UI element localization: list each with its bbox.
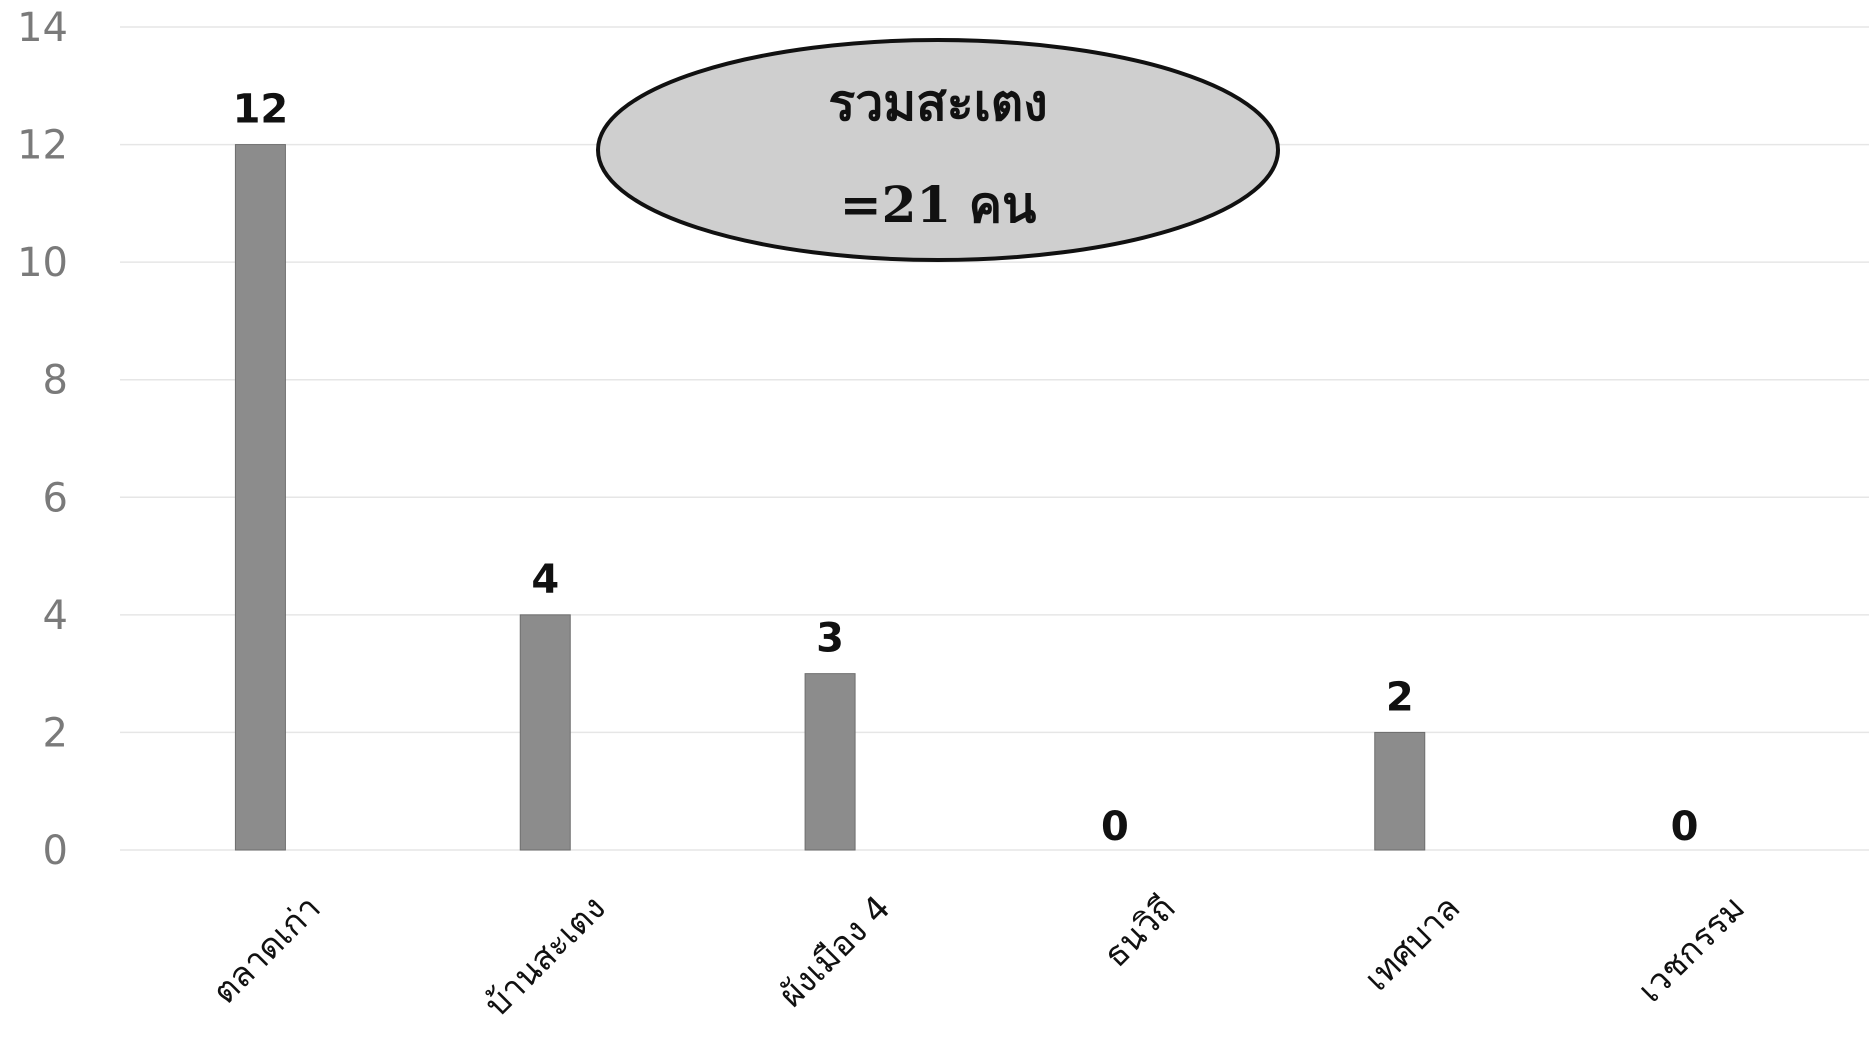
data-label: 3 <box>816 616 844 662</box>
y-tick-label: 0 <box>43 828 68 874</box>
callout-total: =21 คน <box>840 175 1037 234</box>
data-labels: 12 4 3 0 2 0 <box>233 87 1699 850</box>
bar <box>1374 731 1426 851</box>
data-label: 0 <box>1101 804 1129 850</box>
total-callout: รวมสะเตง =21 คน <box>596 38 1280 262</box>
bars <box>234 144 1426 851</box>
data-label: 4 <box>531 557 559 603</box>
data-label: 0 <box>1671 804 1699 850</box>
bar <box>804 673 856 851</box>
y-tick-label: 2 <box>43 710 68 756</box>
x-category-label: ผังเมือง 4 <box>771 888 898 1015</box>
y-tick-label: 8 <box>43 358 68 404</box>
y-tick-label: 4 <box>43 593 68 639</box>
data-label: 2 <box>1386 674 1414 720</box>
x-category-label: เวชกรรม <box>1630 888 1753 1011</box>
x-category-label: ตลาดเก่า <box>205 888 329 1012</box>
y-tick-label: 12 <box>17 123 68 169</box>
x-category-label: ธนวิถี <box>1096 888 1183 975</box>
y-tick-label: 14 <box>17 5 68 51</box>
bar <box>234 144 286 851</box>
x-axis-categories: ตลาดเก่า บ้านสะเตง ผังเมือง 4 ธนวิถี เทศบาล เ… <box>205 888 1753 1025</box>
y-tick-label: 6 <box>43 475 68 521</box>
x-category-label: บ้านสะเตง <box>477 888 614 1025</box>
y-axis-ticks: 0 2 4 6 8 10 12 14 <box>17 5 68 874</box>
data-label: 12 <box>233 87 289 133</box>
x-category-label: เทศบาล <box>1357 888 1468 999</box>
y-tick-label: 10 <box>17 240 68 286</box>
callout-title: รวมสะเตง <box>828 73 1047 132</box>
bar <box>519 614 571 851</box>
callout-ellipse <box>596 38 1280 262</box>
gridlines <box>120 26 1869 851</box>
